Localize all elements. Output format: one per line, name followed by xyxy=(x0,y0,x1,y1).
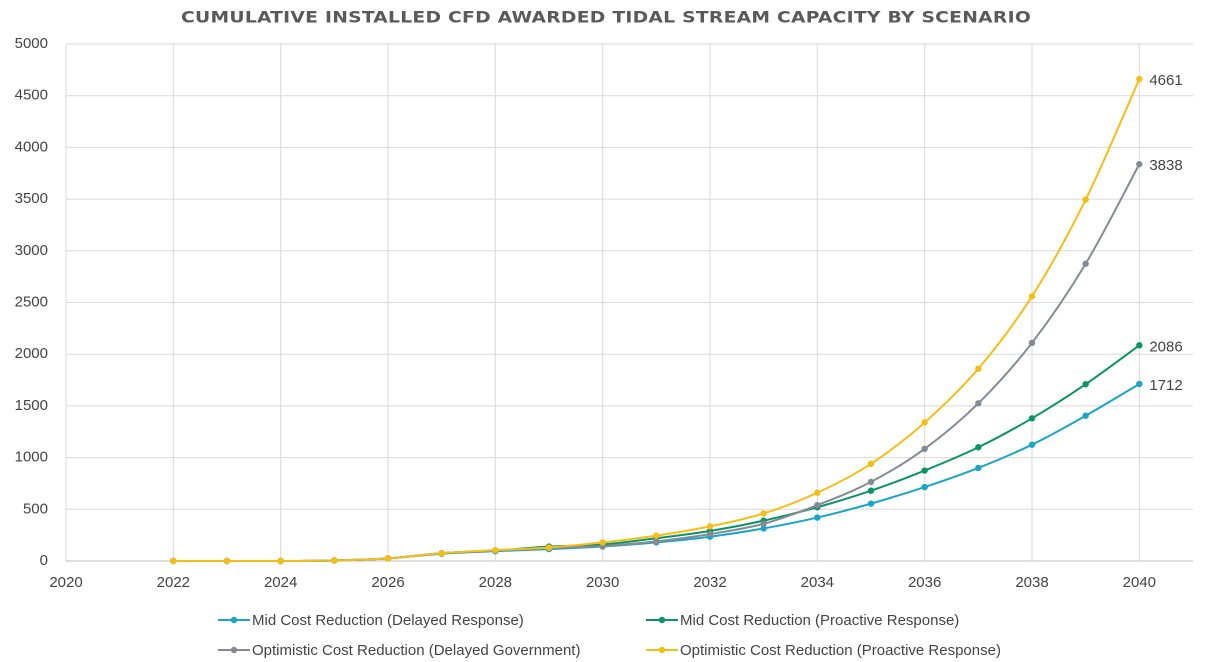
data-point xyxy=(921,483,928,491)
data-point xyxy=(331,557,338,564)
data-point xyxy=(867,487,875,494)
series-line xyxy=(173,78,1141,563)
y-tick-label: 500 xyxy=(23,500,48,517)
y-tick-label: 1000 xyxy=(15,449,48,466)
y-tick-label: 3000 xyxy=(15,242,48,259)
data-label: 1712 xyxy=(1149,377,1182,394)
data-point xyxy=(814,501,821,509)
data-point xyxy=(599,539,606,546)
data-label: 4661 xyxy=(1149,72,1182,89)
legend-label: Mid Cost Reduction (Proactive Response) xyxy=(680,612,959,629)
y-tick-label: 1500 xyxy=(15,397,48,414)
y-tick-label: 2000 xyxy=(15,345,48,362)
data-point xyxy=(706,530,714,538)
data-point xyxy=(921,467,928,474)
data-point xyxy=(438,550,445,557)
x-tick-label: 2028 xyxy=(479,574,512,591)
data-point xyxy=(653,538,660,545)
data-point xyxy=(975,365,982,372)
x-tick-label: 2038 xyxy=(1015,574,1048,591)
data-point xyxy=(867,500,875,507)
series-line xyxy=(173,163,1141,563)
data-point xyxy=(814,514,821,521)
x-tick-label: 2022 xyxy=(157,574,190,591)
data-point xyxy=(1136,75,1143,83)
data-point xyxy=(921,419,928,426)
x-tick-label: 2040 xyxy=(1123,574,1156,591)
data-point xyxy=(384,555,392,562)
data-point xyxy=(706,523,714,530)
data-point xyxy=(1028,339,1036,347)
legend-label: Optimistic Cost Reduction (Delayed Gover… xyxy=(252,642,580,659)
y-tick-label: 4500 xyxy=(15,87,48,104)
legend-marker xyxy=(230,646,238,654)
data-point xyxy=(1136,160,1143,168)
y-tick-label: 0 xyxy=(40,552,48,569)
y-tick-label: 3500 xyxy=(15,190,48,207)
legend-marker xyxy=(658,616,666,624)
data-point xyxy=(921,445,928,453)
x-tick-label: 2030 xyxy=(586,574,619,591)
x-tick-label: 2034 xyxy=(801,574,834,591)
data-point xyxy=(1136,342,1143,349)
data-point xyxy=(975,400,982,407)
data-point xyxy=(760,510,767,517)
data-label: 2086 xyxy=(1149,338,1182,355)
x-tick-label: 2032 xyxy=(693,574,726,591)
data-point xyxy=(1082,196,1089,203)
y-tick-label: 5000 xyxy=(15,35,48,52)
data-point xyxy=(1082,412,1089,419)
legend-label: Mid Cost Reduction (Delayed Response) xyxy=(252,612,524,629)
data-point xyxy=(1028,441,1036,448)
data-point xyxy=(760,525,767,532)
x-tick-label: 2024 xyxy=(264,574,297,591)
x-tick-label: 2026 xyxy=(371,574,404,591)
series-line xyxy=(173,344,1140,563)
x-tick-label: 2020 xyxy=(49,574,82,591)
data-point xyxy=(277,557,284,565)
y-tick-label: 4000 xyxy=(15,138,48,155)
x-tick-label: 2036 xyxy=(908,574,941,591)
data-point xyxy=(1136,380,1143,388)
data-point xyxy=(170,557,177,565)
data-point xyxy=(1028,293,1036,300)
legend-marker xyxy=(230,616,238,624)
data-point xyxy=(814,489,821,496)
legend-label: Optimistic Cost Reduction (Proactive Res… xyxy=(680,642,1001,659)
y-tick-label: 2500 xyxy=(15,293,48,310)
data-point xyxy=(760,520,767,527)
data-point xyxy=(867,478,875,486)
legend-marker xyxy=(658,646,666,654)
data-point xyxy=(1028,415,1036,422)
data-point xyxy=(545,544,553,551)
data-point xyxy=(1082,380,1089,388)
data-point xyxy=(1082,260,1089,267)
data-point xyxy=(975,444,982,451)
data-point xyxy=(975,464,982,472)
data-point xyxy=(223,557,231,565)
data-point xyxy=(867,460,875,468)
data-point xyxy=(653,532,660,539)
data-label: 3838 xyxy=(1149,157,1182,174)
chart-title: CUMULATIVE INSTALLED CFD AWARDED TIDAL S… xyxy=(181,8,1031,27)
data-point xyxy=(492,546,499,554)
